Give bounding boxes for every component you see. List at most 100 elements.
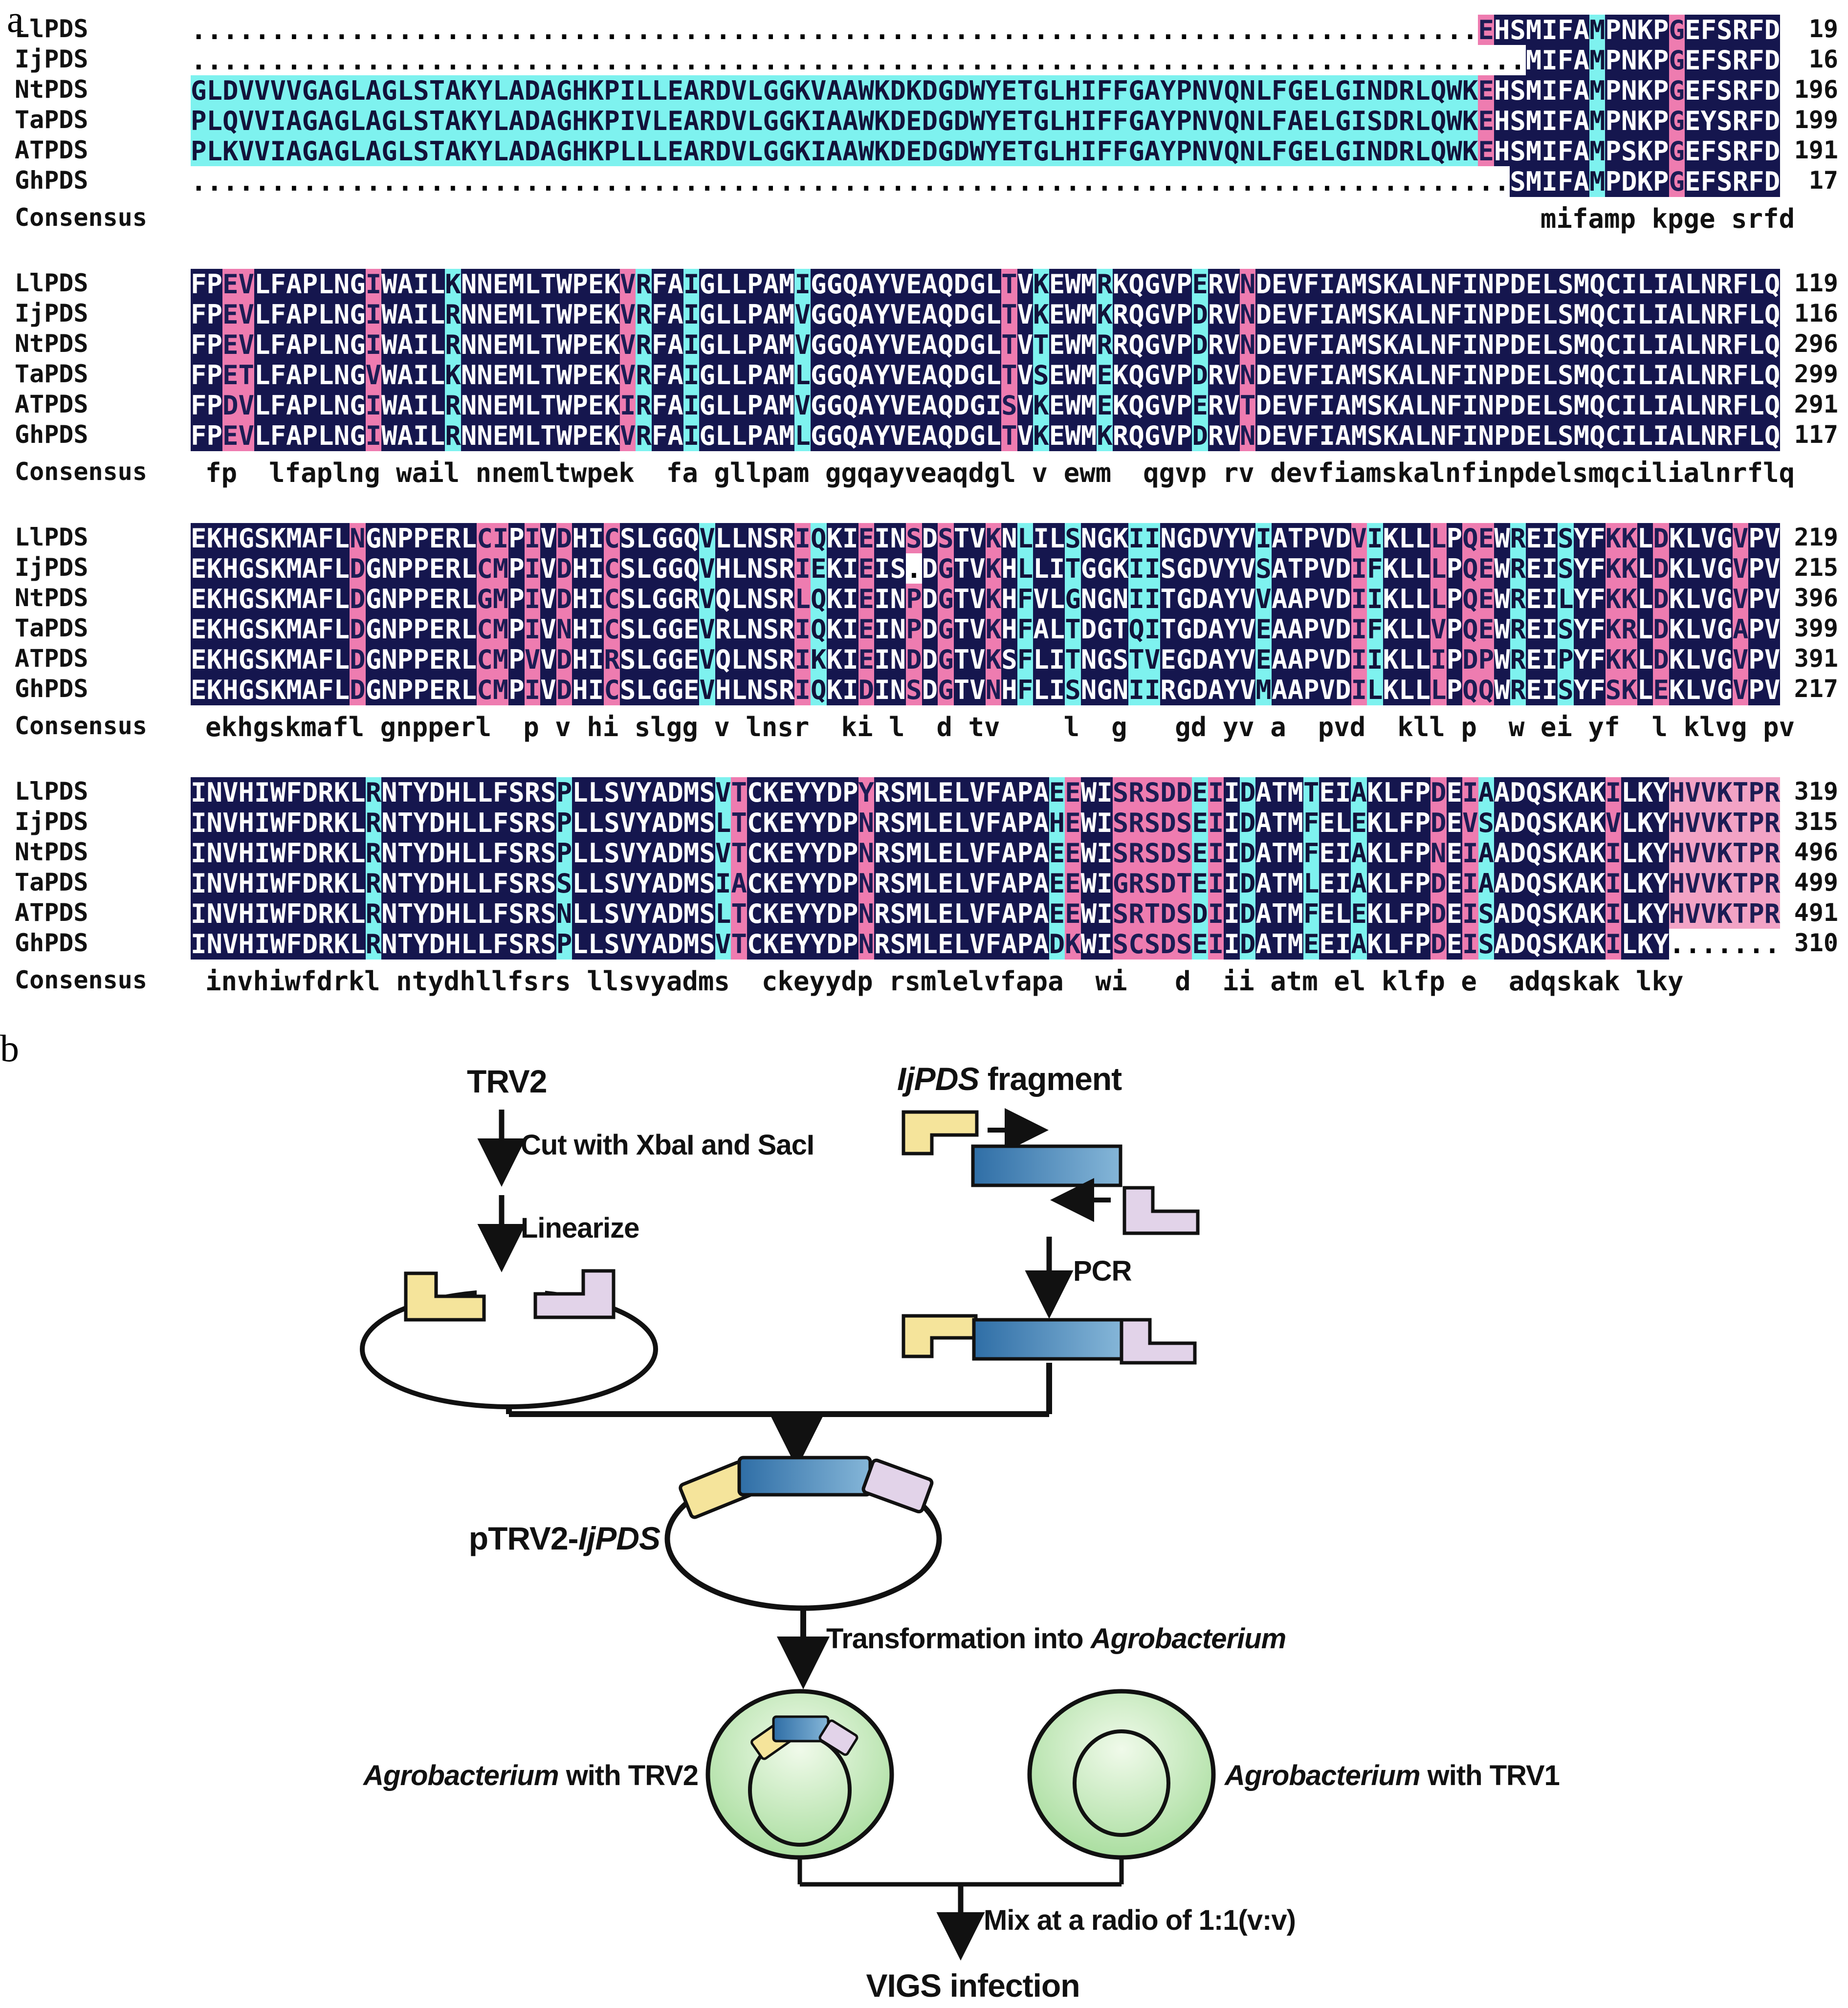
residue-run: E xyxy=(858,644,875,675)
residue-number: 491 xyxy=(1794,898,1838,927)
merge-bracket xyxy=(506,1363,1052,1417)
sequence-label: GhPDS xyxy=(15,929,88,957)
residue-run: M xyxy=(1589,136,1606,167)
residue-run: R xyxy=(636,299,652,330)
residue-run: E xyxy=(1351,808,1367,838)
residue-run: ATPVD xyxy=(1271,523,1351,554)
residue-run: GLLPAM xyxy=(699,269,795,300)
residue-run: A xyxy=(1732,614,1749,645)
residue-run: I xyxy=(683,329,700,360)
sequence-label: TaPDS xyxy=(15,868,88,896)
residue-run: RQGVP xyxy=(1112,420,1192,451)
residue-run: D xyxy=(350,614,366,645)
residue-run: I xyxy=(365,390,382,421)
residue-run: I xyxy=(1367,584,1383,614)
residue-number: 19 xyxy=(1808,15,1838,43)
residue-run: NTYDHLLFSRS xyxy=(381,868,556,899)
residue-run: G xyxy=(1669,15,1685,45)
residue-run: E xyxy=(1065,868,1081,899)
residue-run: I xyxy=(683,269,700,300)
residue-run: PNKP xyxy=(1605,75,1669,106)
residue-run: A xyxy=(1478,838,1495,869)
residue-run: EFSRFD xyxy=(1685,136,1781,167)
residue-run: WI xyxy=(1080,777,1113,808)
residue-run: T xyxy=(1001,299,1017,330)
residue-run: K xyxy=(445,269,461,300)
alignment-row-NtPDS-block1: NtPDS GLDVVVVGAGLAGLSTAKYLADAGHKPILLEARDV… xyxy=(0,75,1848,106)
residue-run: V xyxy=(540,523,556,554)
residue-run: R xyxy=(636,390,652,421)
residue-run: KI xyxy=(826,614,858,645)
trv2-label: TRV2 xyxy=(467,1063,547,1099)
residue-run: D xyxy=(1192,420,1208,451)
residue-run: M xyxy=(1589,45,1606,76)
residue-run: QI xyxy=(1128,614,1161,645)
residue-run: LLSVYADMS xyxy=(572,838,715,869)
alignment-row-ATPDS-block4: ATPDS INVHIWFDRKLRNTYDHLLFSRSNLLSVYADMSLT… xyxy=(0,898,1848,929)
residue-run: A xyxy=(1478,868,1495,899)
alignment-row-LlPDS-block1: LlPDS...................................… xyxy=(0,15,1848,45)
residue-run: SCSDS xyxy=(1112,929,1192,960)
sequence-label: LlPDS xyxy=(15,523,88,551)
residue-run: SRTDS xyxy=(1112,898,1192,929)
residue-number: 391 xyxy=(1794,644,1838,673)
residue-run: I xyxy=(1367,644,1383,675)
residue-run: I xyxy=(1208,929,1224,960)
sequence-cells: EKHGSKMAFLDGNPPERLCMPIVDHICSLGGQVHLNSRIE… xyxy=(191,553,1781,584)
residue-run: D xyxy=(1239,898,1256,929)
residue-run: M xyxy=(1589,15,1606,45)
residue-run: GGQAYVEAQDGL xyxy=(811,360,1002,391)
residue-run: I xyxy=(794,614,811,645)
alignment-row-ATPDS-block3: ATPDS EKHGSKMAFLDGNPPERLCMPVVDHIRSLGGEVQL… xyxy=(0,644,1848,675)
residue-run: V xyxy=(619,269,636,300)
sequence-label: IjPDS xyxy=(15,45,88,73)
residue-run: G xyxy=(938,584,954,614)
residue-run: D xyxy=(1430,898,1447,929)
sequence-cells: FPEVLFAPLNGIWAILRNNEMLTWPEKVRFAIGLLPAMLG… xyxy=(191,420,1781,451)
residue-run: E xyxy=(1446,898,1463,929)
residue-run: L xyxy=(1430,675,1447,705)
residue-run: I xyxy=(1462,868,1478,899)
residue-run: I xyxy=(1462,898,1478,929)
sequence-label: LlPDS xyxy=(15,269,88,297)
residue-run: R xyxy=(1510,523,1526,554)
sequence-cells: FPEVLFAPLNGIWAILRNNEMLTWPEKVRFAIGLLPAMVG… xyxy=(191,329,1781,360)
residue-run: N xyxy=(1239,329,1256,360)
alignment-row-GhPDS-block3: GhPDS EKHGSKMAFLDGNPPERLCMPIVDHICSLGGEVHL… xyxy=(0,675,1848,705)
residue-run: KLFP xyxy=(1366,898,1430,929)
residue-run: V xyxy=(1351,523,1367,554)
sequence-cells: PLKVVIAGAGLAGLSTAKYLADAGHKPLLLEARDVLGGKI… xyxy=(191,136,1781,167)
residue-run: ET xyxy=(222,360,255,391)
residue-run: D xyxy=(1653,644,1669,675)
residue-run: D xyxy=(1653,523,1669,554)
residue-run: D xyxy=(350,584,366,614)
residue-run: NGN xyxy=(1080,675,1129,705)
residue-number: 315 xyxy=(1794,808,1838,836)
residue-run: L xyxy=(1430,584,1447,614)
residue-run: EV xyxy=(222,329,255,360)
sequence-cells: INVHIWFDRKLRNTYDHLLFSRSPLLSVYADMSVTCKEYY… xyxy=(191,929,1781,960)
residue-run: CM xyxy=(477,675,509,705)
residue-run: V xyxy=(1017,269,1034,300)
forward-primer-yellow xyxy=(902,1110,979,1156)
residue-run: WI xyxy=(1080,898,1113,929)
sequence-cells: GLDVVVVGAGLAGLSTAKYLADAGHKPILLEARDVLGGKV… xyxy=(191,75,1781,106)
residue-run: D xyxy=(1192,360,1208,391)
residue-run: E xyxy=(1303,929,1320,960)
residue-run: E xyxy=(811,553,827,584)
consensus-row-block4: Consensus invhiwfdrkl ntydhllfsrs llsvyad… xyxy=(0,966,1848,997)
residue-run: P xyxy=(508,523,525,554)
residue-run: EL xyxy=(1319,808,1351,838)
residue-run: PV xyxy=(1748,644,1781,675)
residue-run: D xyxy=(858,675,875,705)
residue-run: T xyxy=(731,777,747,808)
residue-run: V xyxy=(699,584,715,614)
consensus-label: Consensus xyxy=(15,458,147,486)
ptrv2-ijpds-label: pTRV2-IjPDS xyxy=(469,1520,660,1556)
residue-run: YF xyxy=(1573,584,1606,614)
alignment-row-IjPDS-block1: IjPDS...................................… xyxy=(0,45,1848,76)
residue-run: QLNSR xyxy=(715,584,795,614)
residue-run: AAPVD xyxy=(1271,584,1351,614)
sequence-label: NtPDS xyxy=(15,75,88,104)
sequence-label: TaPDS xyxy=(15,360,88,388)
